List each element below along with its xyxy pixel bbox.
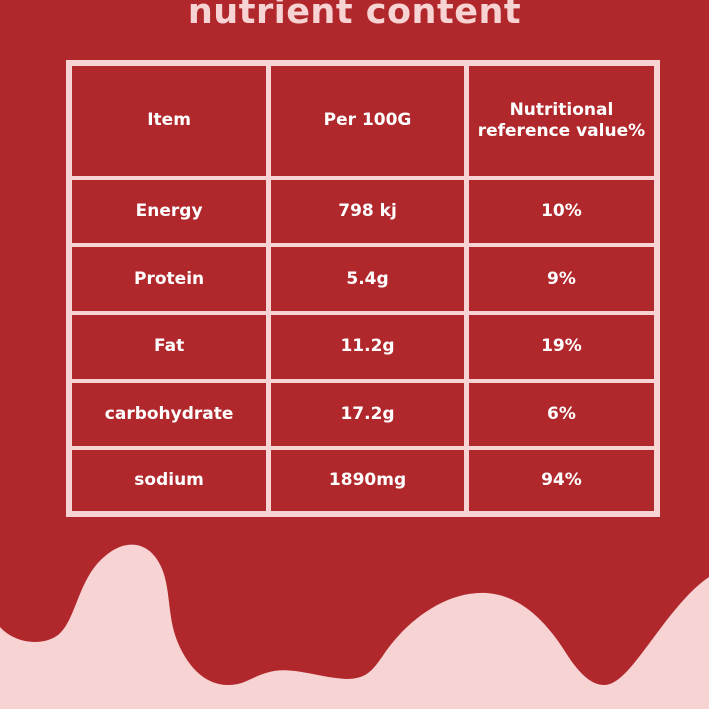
cell-item-carbohydrate: carbohydrate: [72, 380, 272, 451]
cell-reference-protein: 9%: [466, 245, 654, 315]
cell-reference-fat: 19%: [466, 312, 654, 383]
cell-per100g-fat: 11.2g: [268, 312, 469, 383]
cell-per100g-energy: 798 kj: [268, 177, 469, 248]
drip-wave-shape: [0, 544, 709, 709]
table-row: Fat 11.2g 19%: [72, 312, 654, 383]
column-header-item: Item: [72, 66, 272, 180]
cell-item-sodium: sodium: [72, 448, 272, 511]
column-header-reference-value: Nutritional reference value%: [466, 66, 654, 180]
table-row: Energy 798 kj 10%: [72, 177, 654, 248]
table-header-row: Item Per 100G Nutritional reference valu…: [72, 66, 654, 180]
column-header-per-100g: Per 100G: [268, 66, 469, 180]
cell-per100g-protein: 5.4g: [268, 245, 469, 315]
table-row: sodium 1890mg 94%: [72, 448, 654, 511]
cell-item-protein: Protein: [72, 245, 272, 315]
nutrition-table: Item Per 100G Nutritional reference valu…: [72, 66, 654, 511]
cell-item-energy: Energy: [72, 177, 272, 248]
page-title: nutrient content: [187, 0, 522, 32]
cell-reference-sodium: 94%: [466, 448, 654, 511]
cell-item-fat: Fat: [72, 312, 272, 383]
cell-per100g-sodium: 1890mg: [268, 448, 469, 511]
cell-reference-energy: 10%: [466, 177, 654, 248]
nutrition-table-container: Item Per 100G Nutritional reference valu…: [66, 60, 660, 517]
cell-reference-carbohydrate: 6%: [466, 380, 654, 451]
table-row: Protein 5.4g 9%: [72, 245, 654, 315]
cell-per100g-carbohydrate: 17.2g: [268, 380, 469, 451]
table-row: carbohydrate 17.2g 6%: [72, 380, 654, 451]
